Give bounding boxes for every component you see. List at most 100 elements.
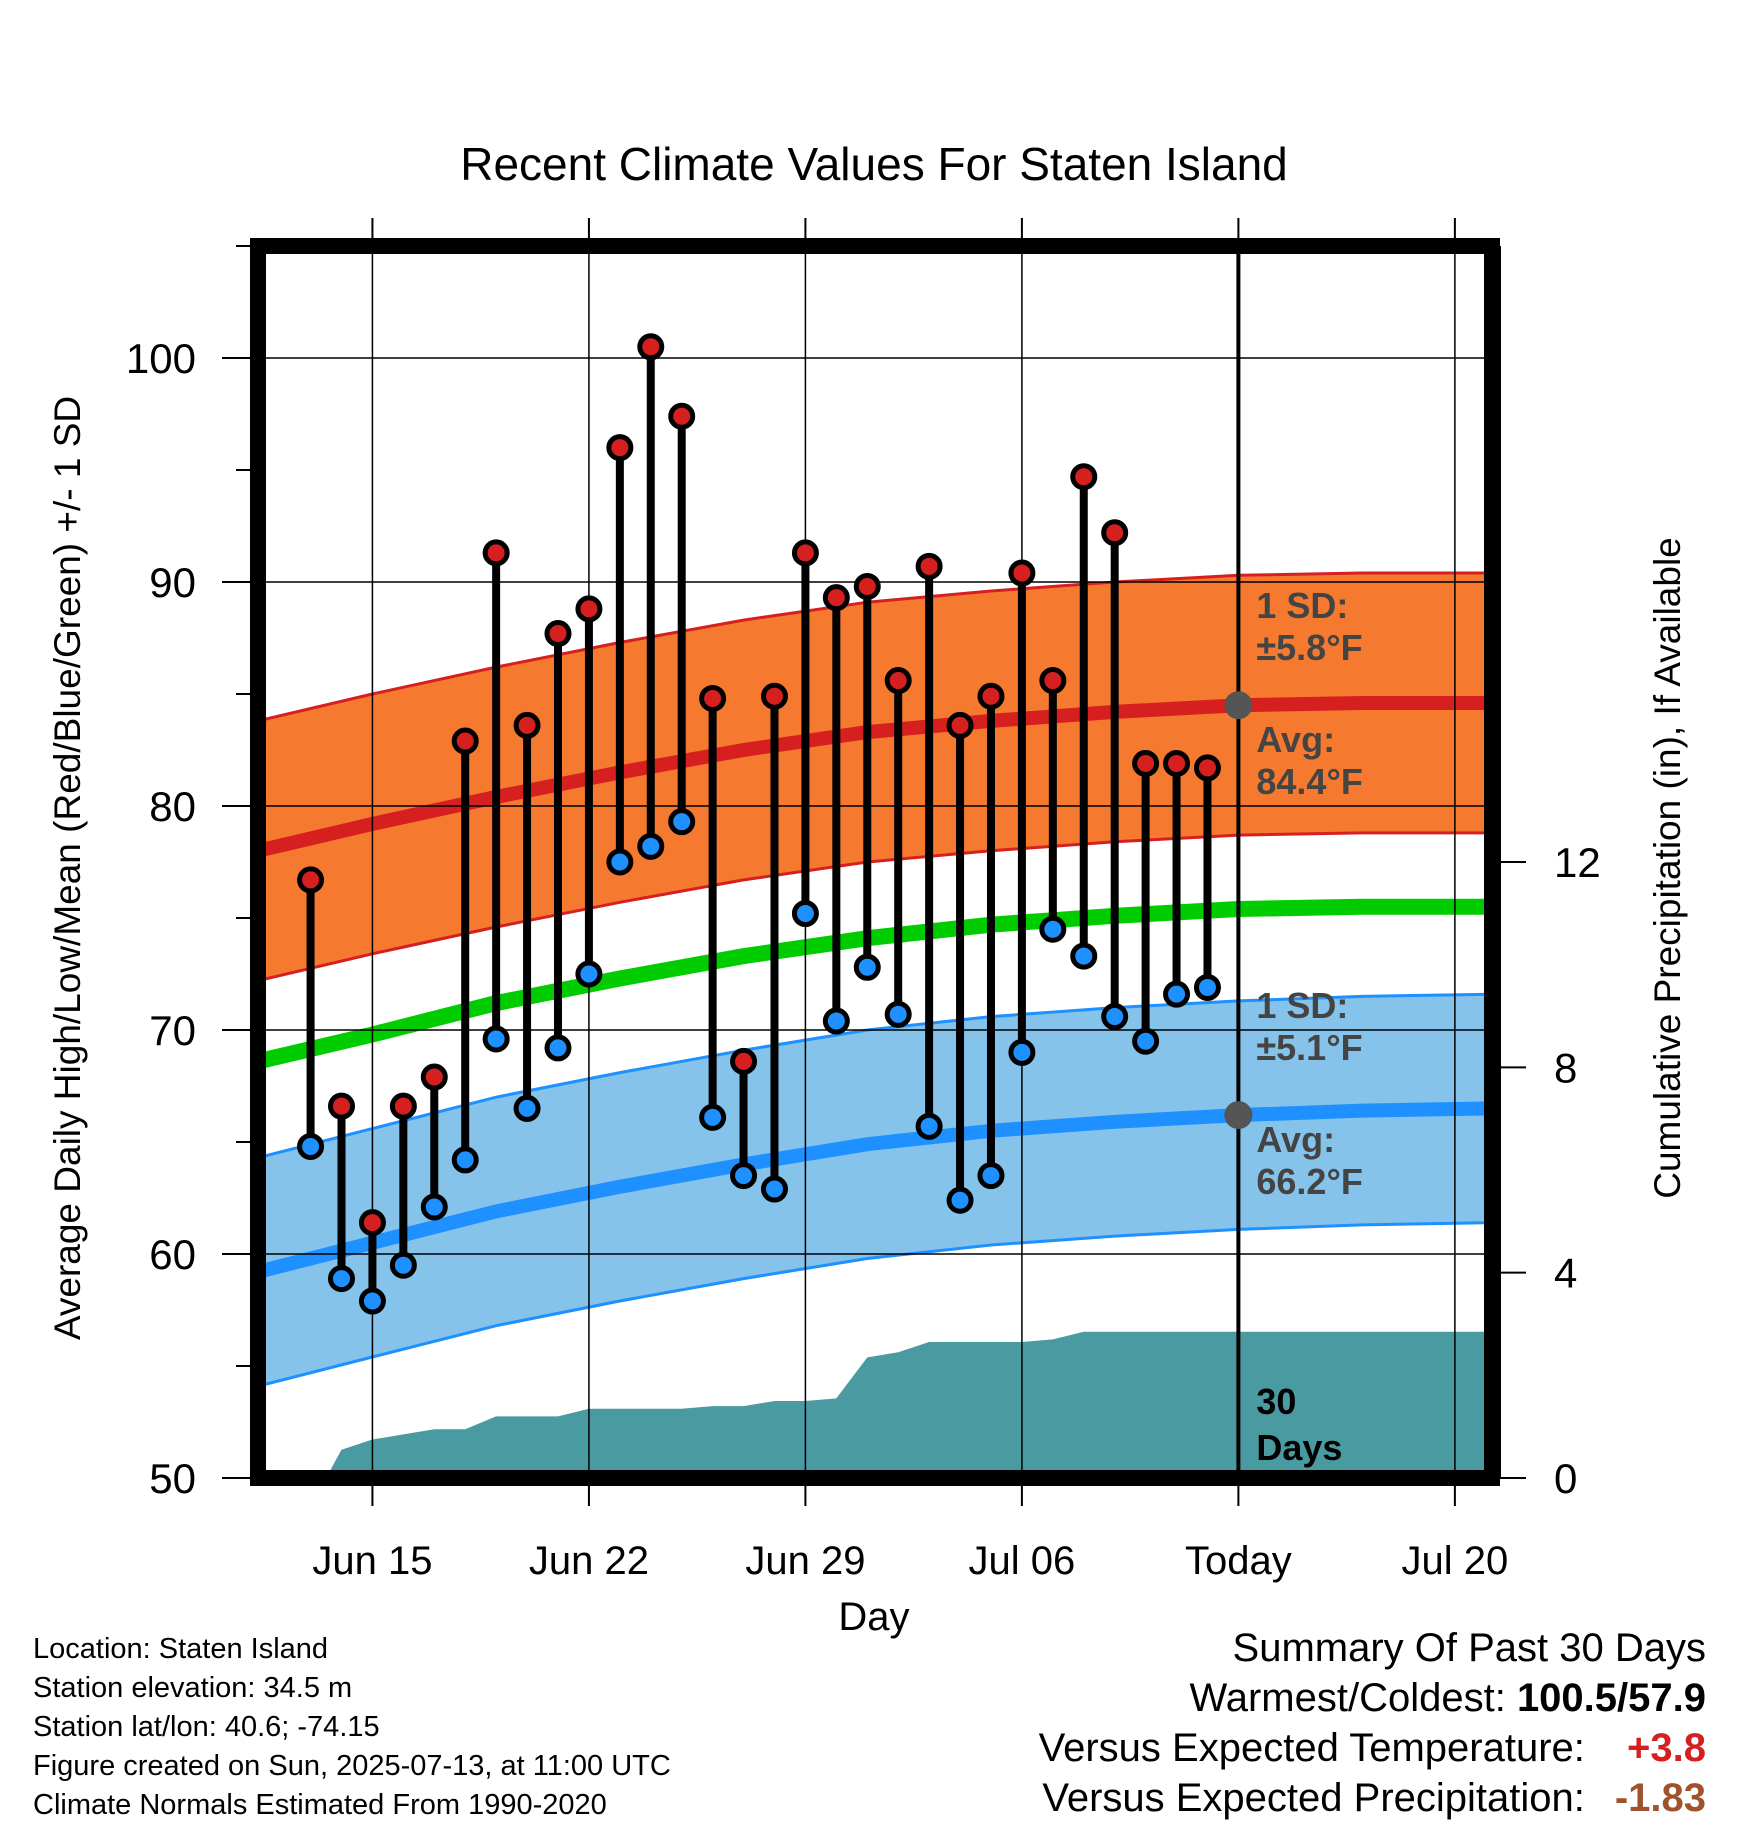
- observed-high-point: [358, 1209, 386, 1237]
- observed-high-point: [1193, 754, 1221, 782]
- x-tick-label: Today: [1185, 1539, 1292, 1583]
- climate-normals-note: Climate Normals Estimated From 1990-2020: [33, 1789, 607, 1821]
- y-right-tick-label: 8: [1554, 1044, 1577, 1091]
- observed-low-point: [1101, 1003, 1129, 1031]
- high-avg-value: 84.4°F: [1256, 761, 1362, 802]
- low-sd-label: 1 SD:: [1256, 985, 1348, 1026]
- observed-low-point: [760, 1175, 788, 1203]
- summary-title: Summary Of Past 30 Days: [1232, 1626, 1706, 1670]
- summary-precip: Versus Expected Precipitation: -1.83: [1039, 1773, 1706, 1823]
- chart-title: Recent Climate Values For Staten Island: [460, 138, 1288, 190]
- summary-panel: Summary Of Past 30 Days Warmest/Coldest:…: [1039, 1623, 1706, 1823]
- observed-high-point: [1039, 667, 1067, 695]
- observed-high-point: [822, 584, 850, 612]
- observed-high-point: [544, 620, 572, 648]
- y-tick-label: 90: [149, 559, 196, 606]
- observed-high-point: [760, 682, 788, 710]
- warm-cold-label: Warmest/Coldest:: [1189, 1676, 1506, 1720]
- y-tick-label: 50: [149, 1455, 196, 1502]
- observed-low-point: [358, 1287, 386, 1315]
- warm-cold-value: 100.5/57.9: [1516, 1676, 1706, 1720]
- high-sd-label: 1 SD:: [1256, 585, 1348, 626]
- figure-created: Figure created on Sun, 2025-07-13, at 11…: [33, 1750, 671, 1782]
- y-right-tick-label: 12: [1554, 839, 1601, 886]
- observed-low-point: [420, 1193, 448, 1221]
- precip-label: Versus Expected Precipitation:: [1042, 1776, 1585, 1820]
- observed-high-point: [575, 595, 603, 623]
- observed-high-point: [420, 1063, 448, 1091]
- y-right-tick-label: 4: [1554, 1250, 1577, 1297]
- high-avg-label: Avg:: [1256, 719, 1335, 760]
- precip-days-label: Days: [1256, 1427, 1342, 1468]
- observed-high-point: [451, 727, 479, 755]
- observed-low-point: [853, 953, 881, 981]
- plot-area: [258, 246, 1492, 1478]
- x-tick-label: Jun 15: [312, 1539, 432, 1583]
- observed-high-point: [1101, 519, 1129, 547]
- precip-area: [258, 1331, 1492, 1478]
- low-avg-value: 66.2°F: [1256, 1161, 1362, 1202]
- x-tick-label: Jun 22: [529, 1539, 649, 1583]
- station-location: Location: Staten Island: [33, 1633, 329, 1665]
- observed-low-point: [513, 1094, 541, 1122]
- observed-low-point: [1008, 1038, 1036, 1066]
- low-avg-line: [258, 1101, 1492, 1279]
- low-sd-value: ±5.1°F: [1256, 1027, 1362, 1068]
- observed-high-point: [328, 1092, 356, 1120]
- y-right-tick-label: 0: [1554, 1455, 1577, 1502]
- precip-days-count: 30: [1256, 1381, 1296, 1422]
- observed-low-point: [791, 900, 819, 928]
- temp-label: Versus Expected Temperature:: [1038, 1726, 1585, 1770]
- observed-high-point: [389, 1092, 417, 1120]
- low-sd-lower-line: [258, 1221, 1492, 1388]
- observed-high-point: [637, 333, 665, 361]
- x-tick-label: Jul 20: [1402, 1539, 1509, 1583]
- observed-low-point: [730, 1162, 758, 1190]
- observed-low-point: [699, 1103, 727, 1131]
- station-latlon: Station lat/lon: 40.6; -74.15: [33, 1711, 380, 1743]
- observed-low-point: [328, 1265, 356, 1293]
- y-tick-label: 80: [149, 783, 196, 830]
- temp-anomaly-value: +3.8: [1627, 1726, 1706, 1770]
- observed-high-point: [730, 1047, 758, 1075]
- plot-frame: [250, 238, 1500, 1486]
- observed-high-point: [1070, 463, 1098, 491]
- observed-low-point: [482, 1025, 510, 1053]
- observed-low-point: [1039, 915, 1067, 943]
- observed-high-point: [1132, 749, 1160, 777]
- observed-low-point: [1070, 942, 1098, 970]
- observed-low-point: [977, 1162, 1005, 1190]
- observed-high-point: [853, 572, 881, 600]
- observed-high-point: [513, 711, 541, 739]
- station-elevation: Station elevation: 34.5 m: [33, 1672, 353, 1704]
- y-tick-label: 100: [126, 335, 196, 382]
- station-info: Location: Staten Island Station elevatio…: [33, 1630, 671, 1825]
- observed-high-point: [915, 552, 943, 580]
- observed-low-point: [668, 808, 696, 836]
- observed-high-point: [977, 682, 1005, 710]
- y-tick-label: 60: [149, 1231, 196, 1278]
- observed-low-point: [884, 1000, 912, 1028]
- high-sd-band: [258, 573, 1492, 981]
- observed-high-point: [1008, 559, 1036, 587]
- observed-high-point: [884, 667, 912, 695]
- x-tick-label: Jun 29: [745, 1539, 865, 1583]
- y-tick-label: 70: [149, 1007, 196, 1054]
- observed-low-point: [451, 1146, 479, 1174]
- low-sd-band: [258, 994, 1492, 1387]
- observed-low-point: [297, 1132, 325, 1160]
- x-tick-label: Jul 06: [969, 1539, 1076, 1583]
- observed-high-point: [482, 539, 510, 567]
- precip-anomaly-value: -1.83: [1614, 1776, 1706, 1820]
- observed-high-point: [1163, 749, 1191, 777]
- summary-warm-cold: Warmest/Coldest: 100.5/57.9: [1039, 1673, 1706, 1723]
- observed-high-point: [791, 539, 819, 567]
- observed-low-point: [1163, 980, 1191, 1008]
- low-avg-label: Avg:: [1256, 1119, 1335, 1160]
- observed-low-point: [915, 1112, 943, 1140]
- observed-low-point: [946, 1186, 974, 1214]
- y-axis-right-label: Cumulative Precipitation (in), If Availa…: [1647, 537, 1688, 1199]
- observed-low-point: [1132, 1027, 1160, 1055]
- observed-high-point: [297, 866, 325, 894]
